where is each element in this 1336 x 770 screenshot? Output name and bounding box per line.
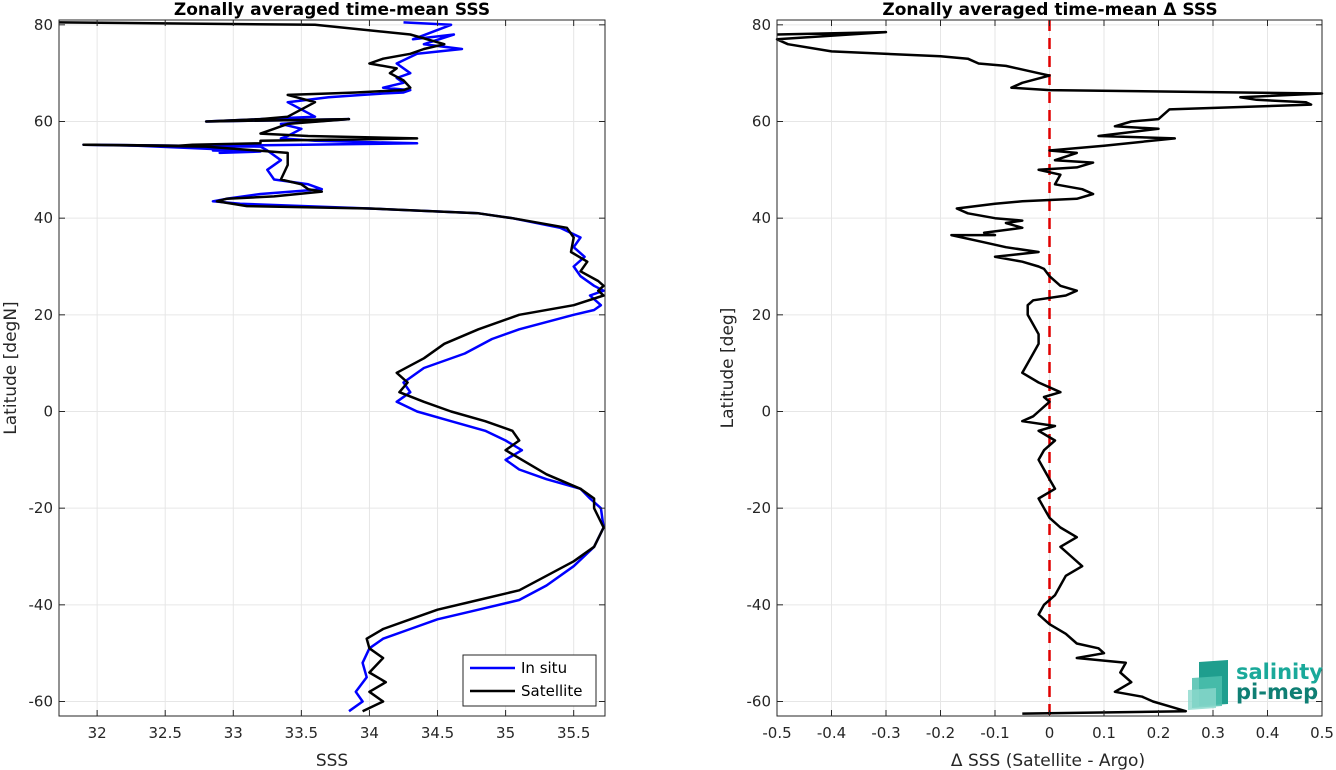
y-tick-label: -60 xyxy=(747,693,772,711)
x-tick-label: 33 xyxy=(224,724,243,742)
x-tick-label: -0.4 xyxy=(817,724,846,742)
ticks-right: -0.5 -0.4 -0.3 -0.2 -0.1 0 0.1 0.2 0.3 0.4 0.5 -60 -… xyxy=(747,16,1334,742)
y-tick-label: 40 xyxy=(752,209,771,227)
series-line-right-0 xyxy=(775,30,1324,715)
x-tick-label: -0.5 xyxy=(762,724,791,742)
x-tick-label: 32 xyxy=(88,724,107,742)
x-tick-label: 0.2 xyxy=(1147,724,1171,742)
y-tick-label: 60 xyxy=(34,113,53,131)
legend-label-in-situ: In situ xyxy=(521,659,567,677)
x-tick-label: 0.5 xyxy=(1310,724,1334,742)
salinity-pi-mep-logo: salinity pi-mep xyxy=(1188,660,1323,710)
sss-panel: 32 32.5 33 33.5 34 34.5 35 35.5 -60 -40 -20 0 20 40 60… xyxy=(1,0,606,770)
y-tick-label: 0 xyxy=(43,403,53,421)
x-tick-label: -0.1 xyxy=(980,724,1009,742)
logo-text-pi-mep: pi-mep xyxy=(1236,680,1318,704)
y-tick-label: 60 xyxy=(752,113,771,131)
x-axis-title-right: Δ SSS (Satellite - Argo) xyxy=(951,751,1145,770)
logo-text-salinity: salinity xyxy=(1236,660,1323,684)
plot-area-left xyxy=(59,20,605,716)
series-group-right xyxy=(775,20,1324,716)
y-axis-title-right: Latitude [deg] xyxy=(718,308,738,429)
x-tick-label: 0.1 xyxy=(1092,724,1116,742)
series-line-satellite xyxy=(58,21,605,713)
y-tick-label: -20 xyxy=(747,499,772,517)
y-tick-label: -20 xyxy=(29,499,54,517)
x-tick-label: 0 xyxy=(1045,724,1055,742)
x-tick-label: 0.4 xyxy=(1256,724,1280,742)
chart-title-left: Zonally averaged time-mean SSS xyxy=(174,0,490,20)
chart-title-right: Zonally averaged time-mean Δ SSS xyxy=(882,0,1217,20)
y-tick-label: -40 xyxy=(747,596,772,614)
delta-sss-panel: -0.5 -0.4 -0.3 -0.2 -0.1 0 0.1 0.2 0.3 0.4 0.5 -60 -… xyxy=(718,0,1334,770)
x-axis-title-left: SSS xyxy=(316,751,348,770)
legend-label-satellite: Satellite xyxy=(521,682,582,700)
x-tick-label: -0.2 xyxy=(926,724,955,742)
y-tick-label: 0 xyxy=(761,403,771,421)
y-tick-label: 80 xyxy=(752,16,771,34)
ticks-left: 32 32.5 33 33.5 34 34.5 35 35.5 -60 -40 -20 0 20 40 60… xyxy=(29,16,605,742)
x-tick-label: 33.5 xyxy=(285,724,318,742)
x-tick-label: -0.3 xyxy=(871,724,900,742)
logo-wave-icon xyxy=(1188,660,1228,710)
y-tick-label: 20 xyxy=(34,306,53,324)
y-tick-label: -40 xyxy=(29,596,54,614)
legend: In situ Satellite xyxy=(462,654,597,707)
x-tick-label: 34 xyxy=(360,724,379,742)
x-tick-label: 35.5 xyxy=(557,724,590,742)
series-group-left xyxy=(58,21,605,713)
y-tick-label: 40 xyxy=(34,209,53,227)
y-tick-label: -60 xyxy=(29,693,54,711)
x-tick-label: 35 xyxy=(496,724,515,742)
y-tick-label: 80 xyxy=(34,16,53,34)
x-tick-label: 34.5 xyxy=(421,724,454,742)
x-tick-label: 32.5 xyxy=(149,724,182,742)
axes-box-left xyxy=(58,19,606,717)
y-axis-title-left: Latitude [degN] xyxy=(1,301,21,434)
x-tick-label: 0.3 xyxy=(1201,724,1225,742)
legend-box xyxy=(462,654,597,707)
y-tick-label: 20 xyxy=(752,306,771,324)
